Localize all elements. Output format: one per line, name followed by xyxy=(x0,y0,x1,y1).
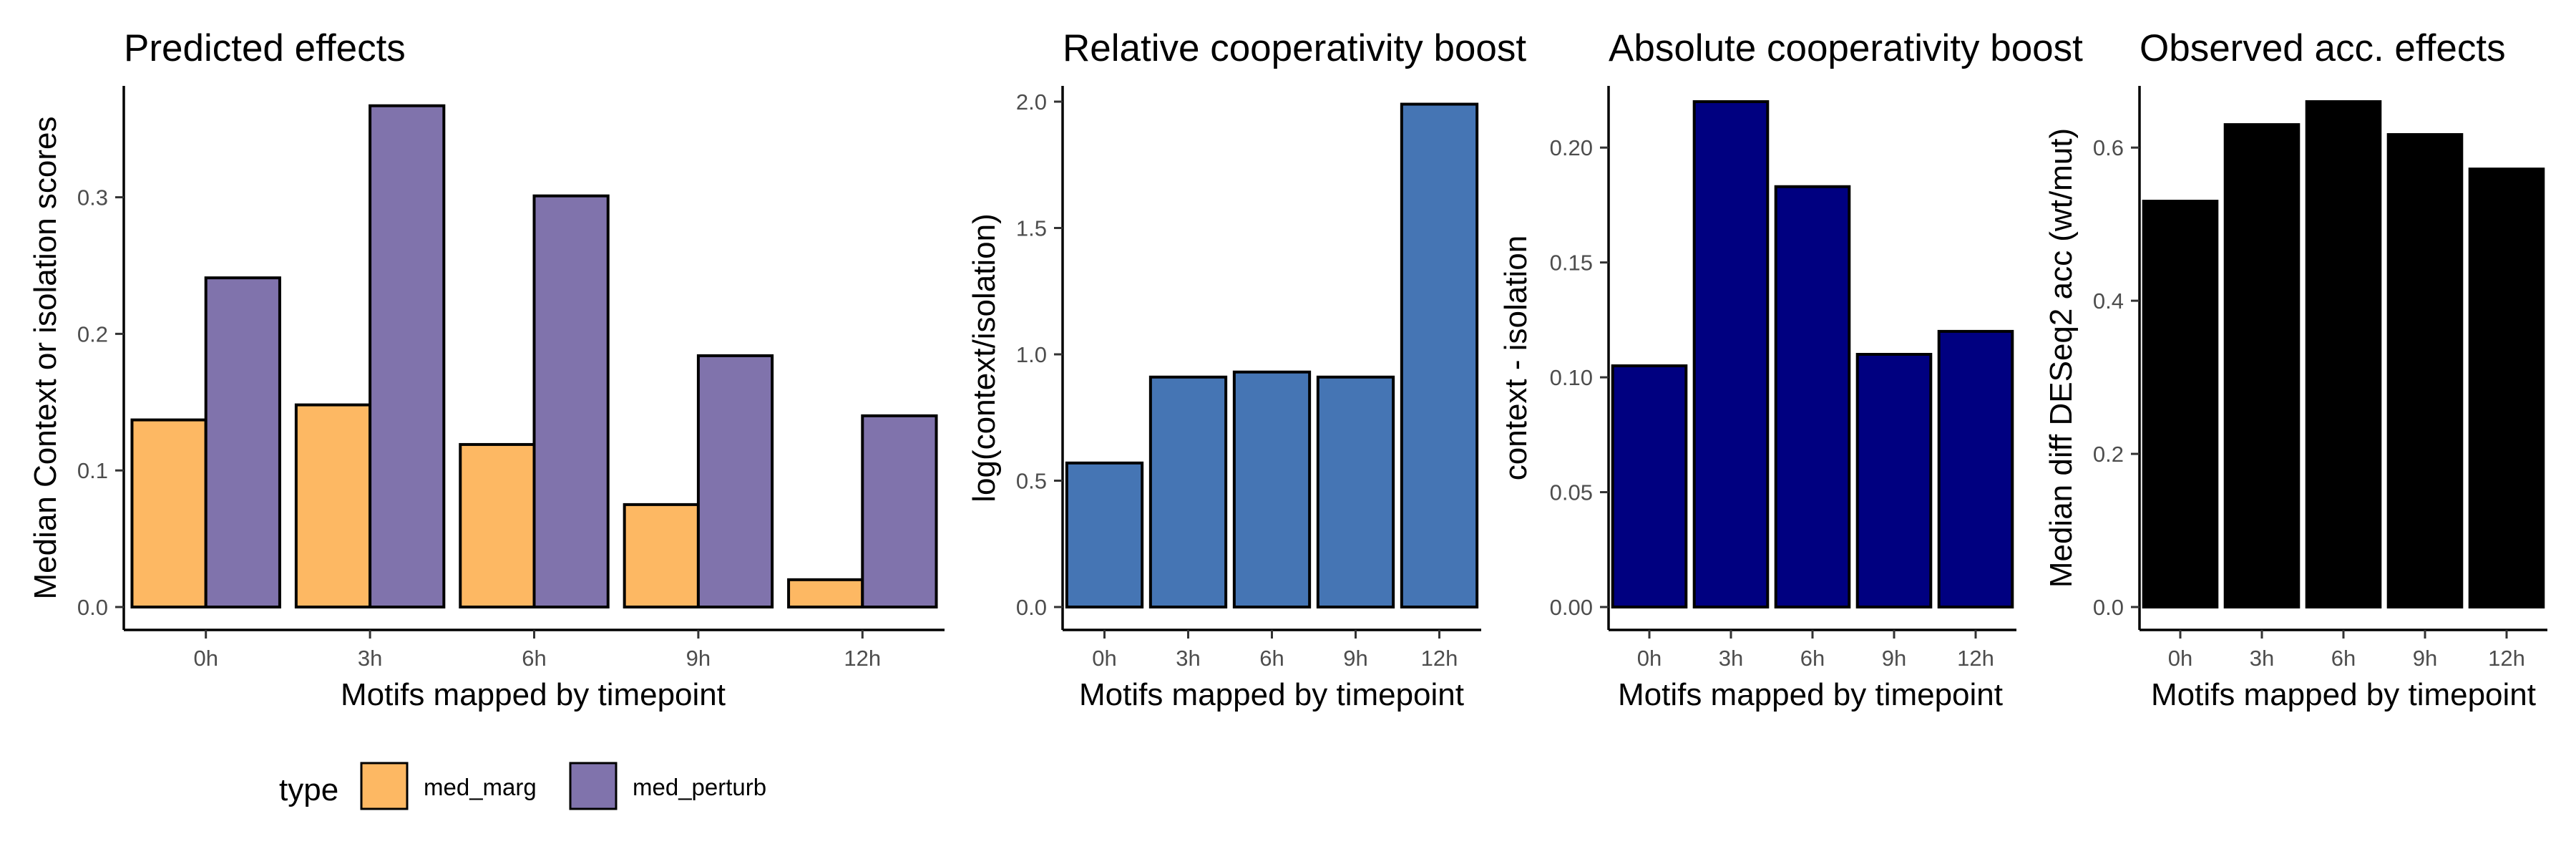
bar-0h xyxy=(1065,461,1144,608)
x-tick-label: 3h xyxy=(1176,646,1200,671)
y-tick-label: 0.0 xyxy=(77,595,108,620)
x-tick-label: 3h xyxy=(2250,646,2274,671)
y-tick-label: 0.0 xyxy=(2093,595,2124,620)
chart-title: Observed acc. effects xyxy=(2140,27,2506,69)
x-tick-label: 3h xyxy=(1719,646,1743,671)
chart-title: Relative cooperativity boost xyxy=(1063,27,1526,69)
y-tick-label: 2.0 xyxy=(1016,89,1047,115)
x-tick-label: 12h xyxy=(2488,646,2525,671)
bar-6h xyxy=(2305,100,2382,608)
y-tick-label: 0.05 xyxy=(1550,480,1593,505)
x-tick-label: 12h xyxy=(1957,646,1994,671)
y-axis-label: Median diff DESeq2 acc (wt/mut) xyxy=(2044,128,2079,588)
y-tick-label: 0.15 xyxy=(1550,251,1593,276)
legend-title: type xyxy=(279,772,338,807)
x-axis-label: Motifs mapped by timepoint xyxy=(341,677,726,712)
legend-swatch-med-marg xyxy=(360,762,409,810)
panel-observed-acc-effects: Observed acc. effects Motifs mapped by t… xyxy=(2044,27,2547,712)
y-tick-label: 0.3 xyxy=(77,185,108,210)
panel-relative-cooperativity: Relative cooperativity boost Motifs mapp… xyxy=(967,27,1526,712)
bar-12h xyxy=(1400,102,1479,608)
plot-area: 0.0 0.1 0.2 0.3 0h 3h 6h 9h 12h xyxy=(77,86,945,671)
bar-9h xyxy=(1855,353,1933,608)
y-tick-label: 0.4 xyxy=(2093,288,2124,314)
y-tick-label: 0.6 xyxy=(2093,135,2124,160)
x-tick-label: 0h xyxy=(2168,646,2192,671)
legend-label-med-perturb: med_perturb xyxy=(633,774,766,800)
x-tick-label: 6h xyxy=(2331,646,2356,671)
legend: type med_marg med_perturb xyxy=(279,762,766,810)
x-tick-label: 6h xyxy=(1259,646,1284,671)
bar-med-marg-6h xyxy=(459,442,536,608)
chart-title: Absolute cooperativity boost xyxy=(1609,27,2083,69)
panel-absolute-cooperativity: Absolute cooperativity boost Motifs mapp… xyxy=(1498,27,2083,712)
bar-3h xyxy=(2223,123,2301,609)
x-tick-label: 9h xyxy=(686,646,711,671)
y-tick-label: 1.5 xyxy=(1016,216,1047,241)
x-axis-label: Motifs mapped by timepoint xyxy=(1079,677,1464,712)
x-tick-label: 9h xyxy=(1882,646,1906,671)
y-tick-label: 0.0 xyxy=(1016,595,1047,620)
x-tick-label: 9h xyxy=(1343,646,1367,671)
bar-med-perturb-9h xyxy=(696,354,774,608)
bar-9h xyxy=(2386,132,2464,609)
bar-12h xyxy=(2468,168,2545,608)
bar-med-perturb-3h xyxy=(369,104,446,609)
plot-area: 0.00 0.05 0.10 0.15 0.20 0h 3h 6h 9h 12h xyxy=(1550,86,2016,671)
x-tick-label: 6h xyxy=(1800,646,1825,671)
y-axis-label: Median Context or isolation scores xyxy=(28,117,63,600)
bar-3h xyxy=(1148,375,1228,609)
y-axis-label: log(context/isolation) xyxy=(967,213,1002,503)
bar-med-perturb-6h xyxy=(532,194,610,608)
x-tick-label: 0h xyxy=(1637,646,1662,671)
bar-0h xyxy=(1611,364,1688,608)
x-tick-label: 3h xyxy=(358,646,382,671)
plot-area: 0.0 0.2 0.4 0.6 0h 3h 6h 9h 12h xyxy=(2093,86,2547,671)
bar-med-marg-0h xyxy=(130,418,208,608)
y-tick-label: 0.00 xyxy=(1550,595,1593,620)
x-tick-label: 6h xyxy=(522,646,546,671)
bar-med-marg-12h xyxy=(787,578,864,608)
plot-area: 0.0 0.5 1.0 1.5 2.0 0h 3h 6h 9h 12h xyxy=(1016,86,1481,671)
legend-label-med-marg: med_marg xyxy=(424,774,537,800)
x-tick-label: 12h xyxy=(1421,646,1458,671)
chart-title: Predicted effects xyxy=(124,27,406,69)
bar-3h xyxy=(1692,100,1770,608)
x-axis-label: Motifs mapped by timepoint xyxy=(1618,677,2003,712)
bar-med-perturb-12h xyxy=(861,414,938,608)
x-tick-label: 12h xyxy=(844,646,881,671)
y-axis-label: context - isolation xyxy=(1498,236,1533,480)
x-tick-label: 0h xyxy=(1092,646,1116,671)
bar-9h xyxy=(1316,375,1395,609)
bar-12h xyxy=(1937,329,2014,608)
y-tick-label: 1.0 xyxy=(1016,342,1047,367)
bar-0h xyxy=(2142,200,2219,608)
x-tick-label: 9h xyxy=(2413,646,2437,671)
bar-med-marg-9h xyxy=(623,503,700,609)
bar-6h xyxy=(1232,370,1312,609)
y-tick-label: 0.10 xyxy=(1550,365,1593,390)
x-tick-label: 0h xyxy=(193,646,218,671)
bar-med-perturb-0h xyxy=(204,276,281,608)
y-tick-label: 0.5 xyxy=(1016,469,1047,494)
y-tick-label: 0.20 xyxy=(1550,135,1593,160)
bar-6h xyxy=(1774,185,1851,608)
legend-swatch-med-perturb xyxy=(569,762,618,810)
bar-med-marg-3h xyxy=(294,403,372,608)
y-tick-label: 0.2 xyxy=(77,321,108,346)
panel-predicted-effects: Predicted effects Motifs mapped by timep… xyxy=(28,27,945,712)
y-tick-label: 0.1 xyxy=(77,458,108,483)
y-tick-label: 0.2 xyxy=(2093,442,2124,467)
x-axis-label: Motifs mapped by timepoint xyxy=(2151,677,2536,712)
